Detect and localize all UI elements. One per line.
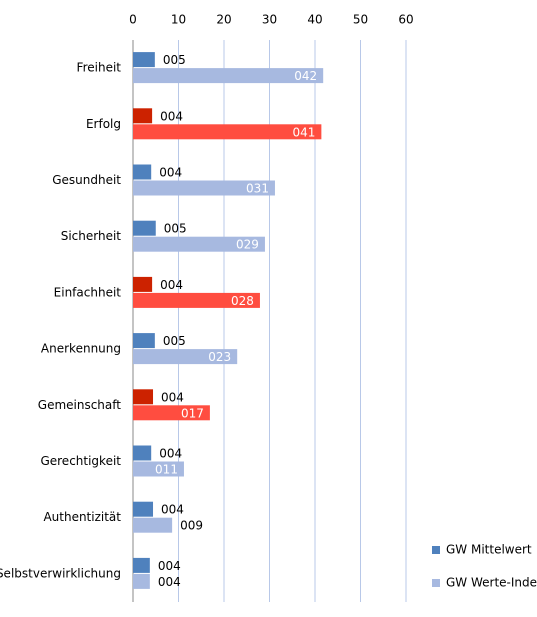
bar <box>133 52 155 68</box>
y-tick-label: Gemeinschaft <box>38 398 122 412</box>
x-tick-label: 50 <box>353 13 368 27</box>
y-tick-label: Freiheit <box>77 61 122 75</box>
y-tick-label: Selbstverwirklichung <box>0 566 121 580</box>
value-label: 017 <box>181 406 204 420</box>
value-label: 029 <box>236 238 259 252</box>
value-label: 004 <box>160 109 183 123</box>
value-label: 004 <box>159 166 182 180</box>
legend-swatch <box>432 546 440 554</box>
bar <box>133 276 153 292</box>
x-tick-label: 0 <box>129 13 137 27</box>
value-label: 004 <box>161 503 184 517</box>
x-tick-label: 20 <box>216 13 231 27</box>
bar <box>133 164 152 180</box>
y-tick-label: Einfachheit <box>54 285 122 299</box>
value-label: 042 <box>294 69 317 83</box>
value-label: 028 <box>231 294 254 308</box>
bar <box>133 108 153 124</box>
legend-label: GW Werte-Index <box>446 576 537 590</box>
bar <box>133 124 322 140</box>
bar <box>133 180 275 196</box>
y-tick-label: Gesundheit <box>52 173 121 187</box>
value-label: 009 <box>180 519 203 533</box>
bar <box>133 445 152 461</box>
value-label: 011 <box>155 463 178 477</box>
value-label: 005 <box>164 222 187 236</box>
value-label: 031 <box>246 182 269 196</box>
y-tick-label: Sicherheit <box>61 229 122 243</box>
bar <box>133 501 154 517</box>
value-label: 041 <box>292 125 315 139</box>
bar <box>133 389 154 405</box>
bar <box>133 68 324 84</box>
bar <box>133 292 260 308</box>
value-label: 004 <box>161 390 184 404</box>
y-tick-label: Erfolg <box>86 117 121 131</box>
value-label: 005 <box>163 53 186 67</box>
bar <box>133 573 150 589</box>
x-tick-label: 30 <box>262 13 277 27</box>
bar <box>133 405 210 421</box>
x-tick-label: 10 <box>171 13 186 27</box>
y-tick-label: Authentizität <box>43 510 121 524</box>
value-label: 023 <box>208 350 231 364</box>
value-label: 005 <box>163 334 186 348</box>
value-label: 004 <box>158 575 181 589</box>
bar <box>133 517 173 533</box>
bar <box>133 236 265 252</box>
bar <box>133 461 184 477</box>
value-label: 004 <box>158 559 181 573</box>
legend-swatch <box>432 579 440 587</box>
bar <box>133 220 156 236</box>
bar <box>133 333 155 349</box>
value-label: 004 <box>160 278 183 292</box>
y-tick-label: Gerechtigkeit <box>40 454 121 468</box>
bar <box>133 349 238 365</box>
bar <box>133 557 150 573</box>
value-label: 004 <box>159 447 182 461</box>
x-tick-label: 60 <box>398 13 413 27</box>
y-tick-label: Anerkennung <box>41 342 121 356</box>
legend-label: GW Mittelwert <box>446 543 532 557</box>
x-tick-label: 40 <box>307 13 322 27</box>
